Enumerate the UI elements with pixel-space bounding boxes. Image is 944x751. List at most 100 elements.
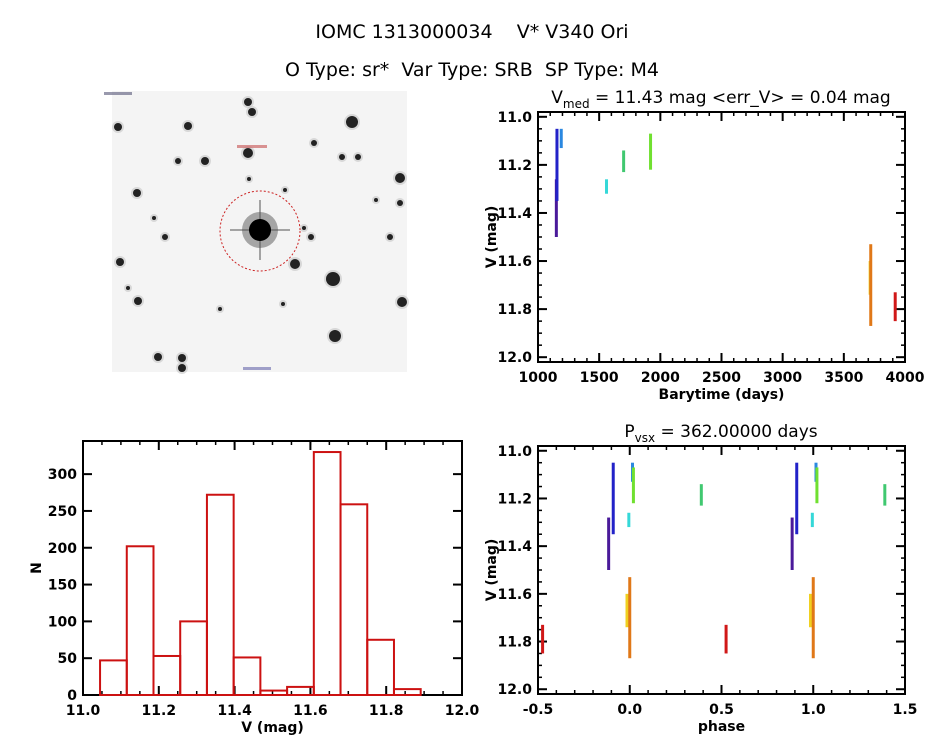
x-tick-label: 2500 [702, 370, 741, 386]
star [355, 154, 361, 160]
data-points [611, 462, 615, 535]
data-points [649, 133, 653, 170]
histogram-bar [232, 656, 262, 696]
x-tick-label: 11.6 [293, 703, 328, 719]
y-tick-label: 200 [48, 541, 77, 557]
star [152, 216, 156, 220]
star [178, 354, 186, 362]
y-tick-label: 12.0 [497, 682, 532, 698]
x-tick-label: 4000 [886, 370, 925, 386]
x-tick-label: -0.5 [523, 702, 554, 718]
x-tick-label: 3000 [763, 370, 802, 386]
data-points [883, 484, 887, 506]
star [339, 154, 345, 160]
target-star [249, 219, 271, 241]
star [218, 307, 222, 311]
y-tick-label: 11.4 [497, 539, 532, 555]
star [133, 189, 141, 197]
x-tick-label: 12.0 [445, 703, 480, 719]
star [281, 302, 285, 306]
y-tick-label: 11.4 [497, 206, 532, 222]
y-tick-label: 11.8 [497, 635, 532, 651]
star [374, 198, 378, 202]
data-points [554, 179, 558, 237]
star [302, 226, 306, 230]
histogram-bar [125, 545, 155, 697]
data-points [810, 512, 814, 528]
y-tick-label: 100 [48, 614, 77, 630]
star [162, 234, 168, 240]
data-points [795, 462, 799, 535]
x-tick-label: 1000 [519, 370, 558, 386]
data-points [559, 128, 563, 149]
plot-frame [82, 440, 463, 696]
star [283, 188, 287, 192]
star [326, 272, 340, 286]
data-points [555, 128, 559, 201]
data-points [893, 292, 897, 322]
header-line-1: IOMC 1313000034 V* V340 Ori [315, 21, 628, 43]
star [395, 173, 405, 183]
y-tick-label: 11.0 [497, 110, 532, 126]
data-points [811, 577, 815, 659]
y-axis-label: N [29, 562, 45, 574]
y-axis-label: V (mag) [484, 539, 500, 602]
title-subscript: med [563, 97, 590, 111]
y-tick-label: 300 [48, 467, 77, 483]
data-points [627, 512, 631, 528]
star [397, 200, 403, 206]
data-points [815, 467, 819, 504]
star [247, 177, 251, 181]
target-label-mark [237, 145, 267, 148]
data-points [699, 484, 703, 506]
histogram-bar [392, 688, 422, 697]
y-tick-label: 0 [67, 688, 77, 704]
y-axis-label: V (mag) [484, 206, 500, 269]
star [387, 234, 393, 240]
data-points [607, 517, 611, 570]
y-tick-label: 11.8 [497, 302, 532, 318]
star [329, 330, 341, 342]
histogram-bar [339, 503, 369, 696]
y-tick-label: 250 [48, 504, 77, 520]
histogram-bar [179, 620, 208, 697]
histogram-plot: 11.0 11.2 11.4 11.6 11.8 12.0 0 50 100 150 200 250 3… [29, 440, 480, 736]
histogram-bar [205, 493, 235, 696]
title-rest: = 362.00000 days [655, 422, 818, 442]
star [346, 116, 358, 128]
x-tick-label: 11.4 [217, 703, 252, 719]
data-points [541, 624, 545, 654]
x-axis-label: Barytime (days) [659, 387, 785, 403]
star [244, 98, 252, 106]
y-tick-label: 50 [58, 651, 78, 667]
data-points [628, 577, 632, 659]
y-tick-label: 150 [48, 578, 77, 594]
image-bottom-label-mark [243, 367, 271, 370]
star [134, 297, 142, 305]
histogram-bar [366, 638, 395, 696]
star [308, 234, 314, 240]
x-tick-label: 1.5 [893, 702, 918, 718]
x-tick-label: 2000 [641, 370, 680, 386]
x-axis-label: phase [698, 719, 745, 735]
plot-title: Pvsx = 362.00000 days [624, 422, 817, 445]
star [126, 286, 130, 290]
header-line-2: O Type: sr* Var Type: SRB SP Type: M4 [285, 59, 659, 81]
x-tick-label: 0.5 [709, 702, 734, 718]
x-tick-label: 1.0 [801, 702, 826, 718]
title-subscript: vsx [635, 431, 655, 445]
x-tick-label: 11.2 [142, 703, 177, 719]
data-points [869, 244, 873, 326]
x-tick-label: 3500 [824, 370, 863, 386]
y-tick-label: 11.6 [497, 254, 532, 270]
x-tick-label: 1500 [580, 370, 619, 386]
target-circle [219, 190, 301, 272]
y-tick-label: 11.2 [497, 158, 532, 174]
light-curve-plot: 1000 1500 2000 2500 3000 3500 4000 11.0 11.2 11.4… [484, 88, 925, 403]
data-points [724, 624, 728, 654]
plot-frame [537, 445, 906, 695]
star [397, 297, 407, 307]
plot-frame [537, 111, 906, 363]
x-axis-label: V (mag) [241, 720, 304, 736]
data-points [808, 593, 812, 628]
